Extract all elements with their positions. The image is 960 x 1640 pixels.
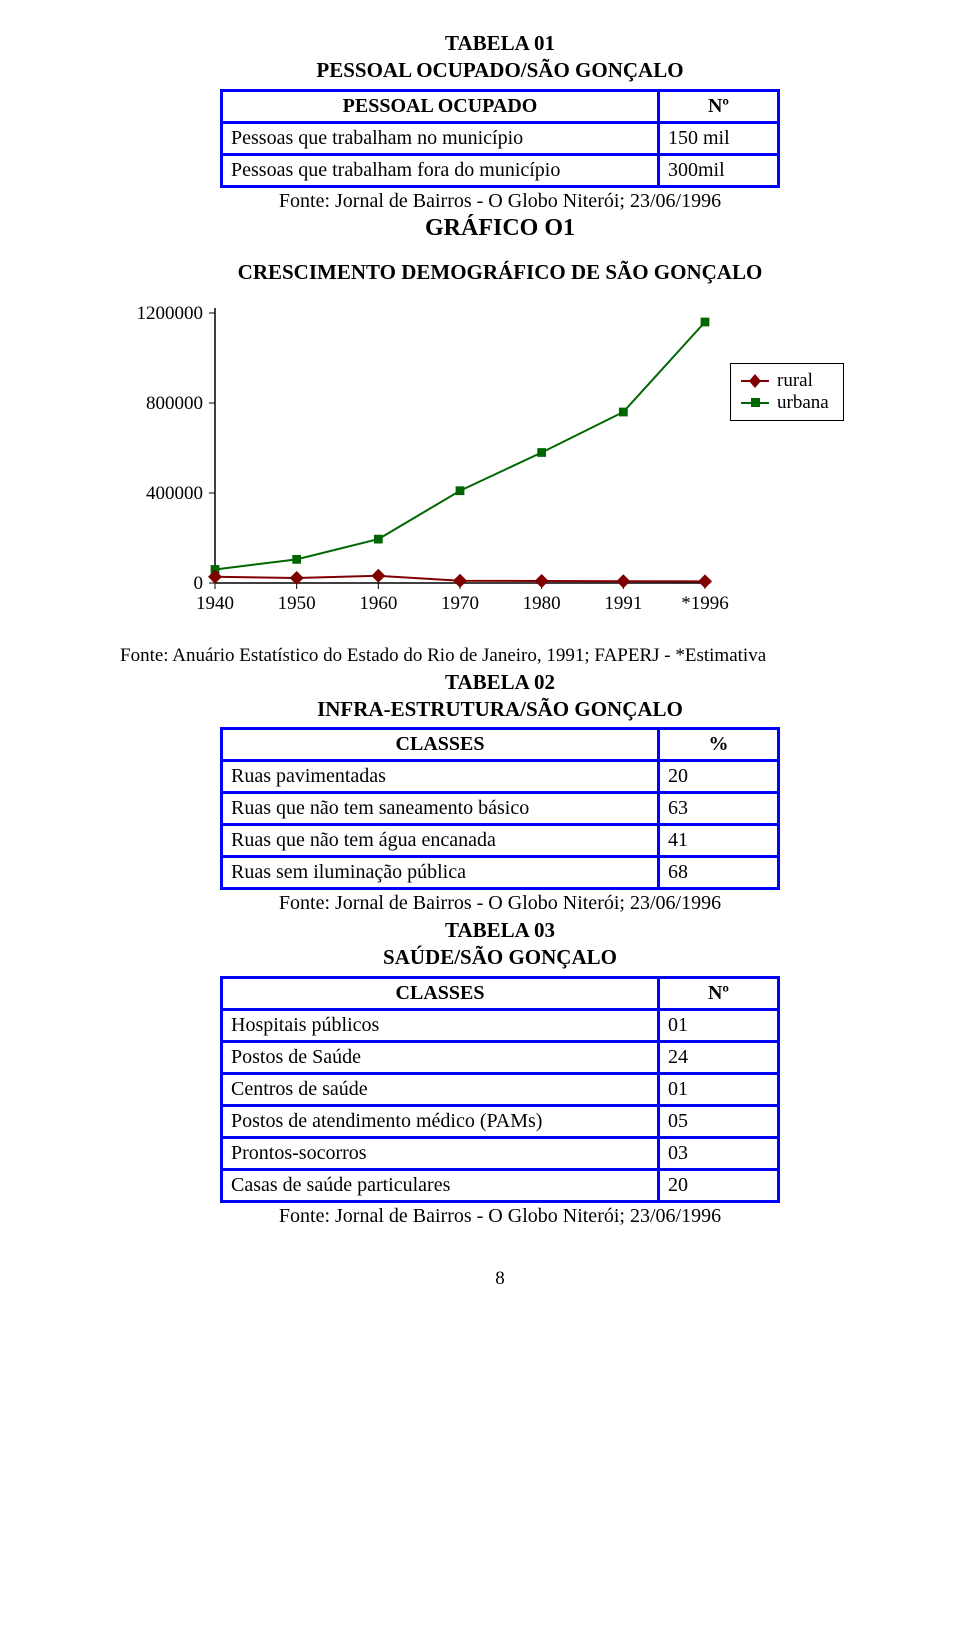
legend-label: rural (777, 370, 813, 392)
tabela03-h1: CLASSES (222, 977, 659, 1009)
svg-text:1970: 1970 (441, 593, 479, 614)
table-row: Ruas que não tem saneamento básico63 (222, 793, 779, 825)
cell-value: 20 (659, 761, 779, 793)
tabela02-heading2: INFRA-ESTRUTURA/SÃO GONÇALO (317, 697, 683, 721)
table-row: Pessoas que trabalham fora do município … (222, 154, 779, 186)
cell-value: 68 (659, 857, 779, 889)
cell-value: 24 (659, 1041, 779, 1073)
cell-label: Ruas sem iluminação pública (222, 857, 659, 889)
chart-wrap: 1200000 800000 400000 01940 1950 1960 1970 1980… (120, 293, 880, 639)
tabela03-heading2: SAÚDE/SÃO GONÇALO (383, 945, 617, 969)
tabela01-fonte: Fonte: Jornal de Bairros - O Globo Niter… (120, 190, 880, 213)
legend-row: rural (741, 370, 829, 392)
cell-value: 20 (659, 1169, 779, 1201)
tabela01-h2: Nº (659, 90, 779, 122)
tabela01-table: PESSOAL OCUPADO Nº Pessoas que trabalham… (220, 89, 780, 188)
svg-text:0: 0 (194, 573, 204, 594)
table-row: Hospitais públicos01 (222, 1009, 779, 1041)
table-row: Postos de atendimento médico (PAMs)05 (222, 1105, 779, 1137)
tabela03-heading1: TABELA 03 (445, 918, 555, 942)
cell-label: Pessoas que trabalham fora do município (222, 154, 659, 186)
svg-text:1950: 1950 (278, 593, 316, 614)
chart-fonte: Fonte: Anuário Estatístico do Estado do … (120, 645, 880, 667)
cell-value: 150 mil (659, 122, 779, 154)
tabela03-fonte: Fonte: Jornal de Bairros - O Globo Niter… (120, 1205, 880, 1228)
tabela02-h2: % (659, 729, 779, 761)
table-row: Casas de saúde particulares20 (222, 1169, 779, 1201)
cell-value: 03 (659, 1137, 779, 1169)
cell-value: 05 (659, 1105, 779, 1137)
cell-label: Postos de Saúde (222, 1041, 659, 1073)
svg-text:*1996: *1996 (681, 593, 729, 614)
svg-text:800000: 800000 (146, 393, 203, 414)
svg-text:1960: 1960 (359, 593, 397, 614)
cell-label: Casas de saúde particulares (222, 1169, 659, 1201)
cell-label: Centros de saúde (222, 1073, 659, 1105)
legend-label: urbana (777, 392, 829, 414)
tabela02-heading: TABELA 02 INFRA-ESTRUTURA/SÃO GONÇALO (120, 669, 880, 724)
chart-svg: 1200000 800000 400000 01940 1950 1960 1970 1980… (120, 293, 880, 633)
tabela01-heading2: PESSOAL OCUPADO/SÃO GONÇALO (316, 58, 683, 82)
tabela03-table: CLASSES Nº Hospitais públicos01 Postos d… (220, 976, 780, 1203)
cell-label: Ruas que não tem saneamento básico (222, 793, 659, 825)
tabela02-table: CLASSES % Ruas pavimentadas20 Ruas que n… (220, 727, 780, 890)
table-row: Postos de Saúde24 (222, 1041, 779, 1073)
tabela02-heading1: TABELA 02 (445, 670, 555, 694)
chart-legend: ruralurbana (730, 363, 844, 421)
cell-value: 63 (659, 793, 779, 825)
cell-label: Pessoas que trabalham no município (222, 122, 659, 154)
table-row: Pessoas que trabalham no município 150 m… (222, 122, 779, 154)
cell-value: 01 (659, 1073, 779, 1105)
table-row: Ruas pavimentadas20 (222, 761, 779, 793)
cell-value: 01 (659, 1009, 779, 1041)
tabela03-heading: TABELA 03 SAÚDE/SÃO GONÇALO (120, 917, 880, 972)
cell-value: 300mil (659, 154, 779, 186)
tabela03-h2: Nº (659, 977, 779, 1009)
legend-row: urbana (741, 392, 829, 414)
cell-label: Prontos-socorros (222, 1137, 659, 1169)
grafico-label: GRÁFICO O1 (120, 215, 880, 242)
table-row: Prontos-socorros03 (222, 1137, 779, 1169)
table-row: Centros de saúde01 (222, 1073, 779, 1105)
svg-text:1991: 1991 (604, 593, 642, 614)
svg-text:1980: 1980 (523, 593, 561, 614)
cell-label: Ruas que não tem água encanada (222, 825, 659, 857)
tabela02-h1: CLASSES (222, 729, 659, 761)
tabela01-heading: TABELA 01 PESSOAL OCUPADO/SÃO GONÇALO (120, 30, 880, 85)
table-row: Ruas sem iluminação pública68 (222, 857, 779, 889)
tabela01-h1: PESSOAL OCUPADO (222, 90, 659, 122)
table-row: Ruas que não tem água encanada41 (222, 825, 779, 857)
cell-value: 41 (659, 825, 779, 857)
cell-label: Hospitais públicos (222, 1009, 659, 1041)
tabela02-fonte: Fonte: Jornal de Bairros - O Globo Niter… (120, 892, 880, 915)
tabela01-heading1: TABELA 01 (445, 31, 555, 55)
svg-text:400000: 400000 (146, 483, 203, 504)
chart-title: CRESCIMENTO DEMOGRÁFICO DE SÃO GONÇALO (120, 260, 880, 285)
page-number: 8 (120, 1268, 880, 1290)
cell-label: Ruas pavimentadas (222, 761, 659, 793)
svg-text:1940: 1940 (196, 593, 234, 614)
svg-text:1200000: 1200000 (137, 303, 204, 324)
cell-label: Postos de atendimento médico (PAMs) (222, 1105, 659, 1137)
